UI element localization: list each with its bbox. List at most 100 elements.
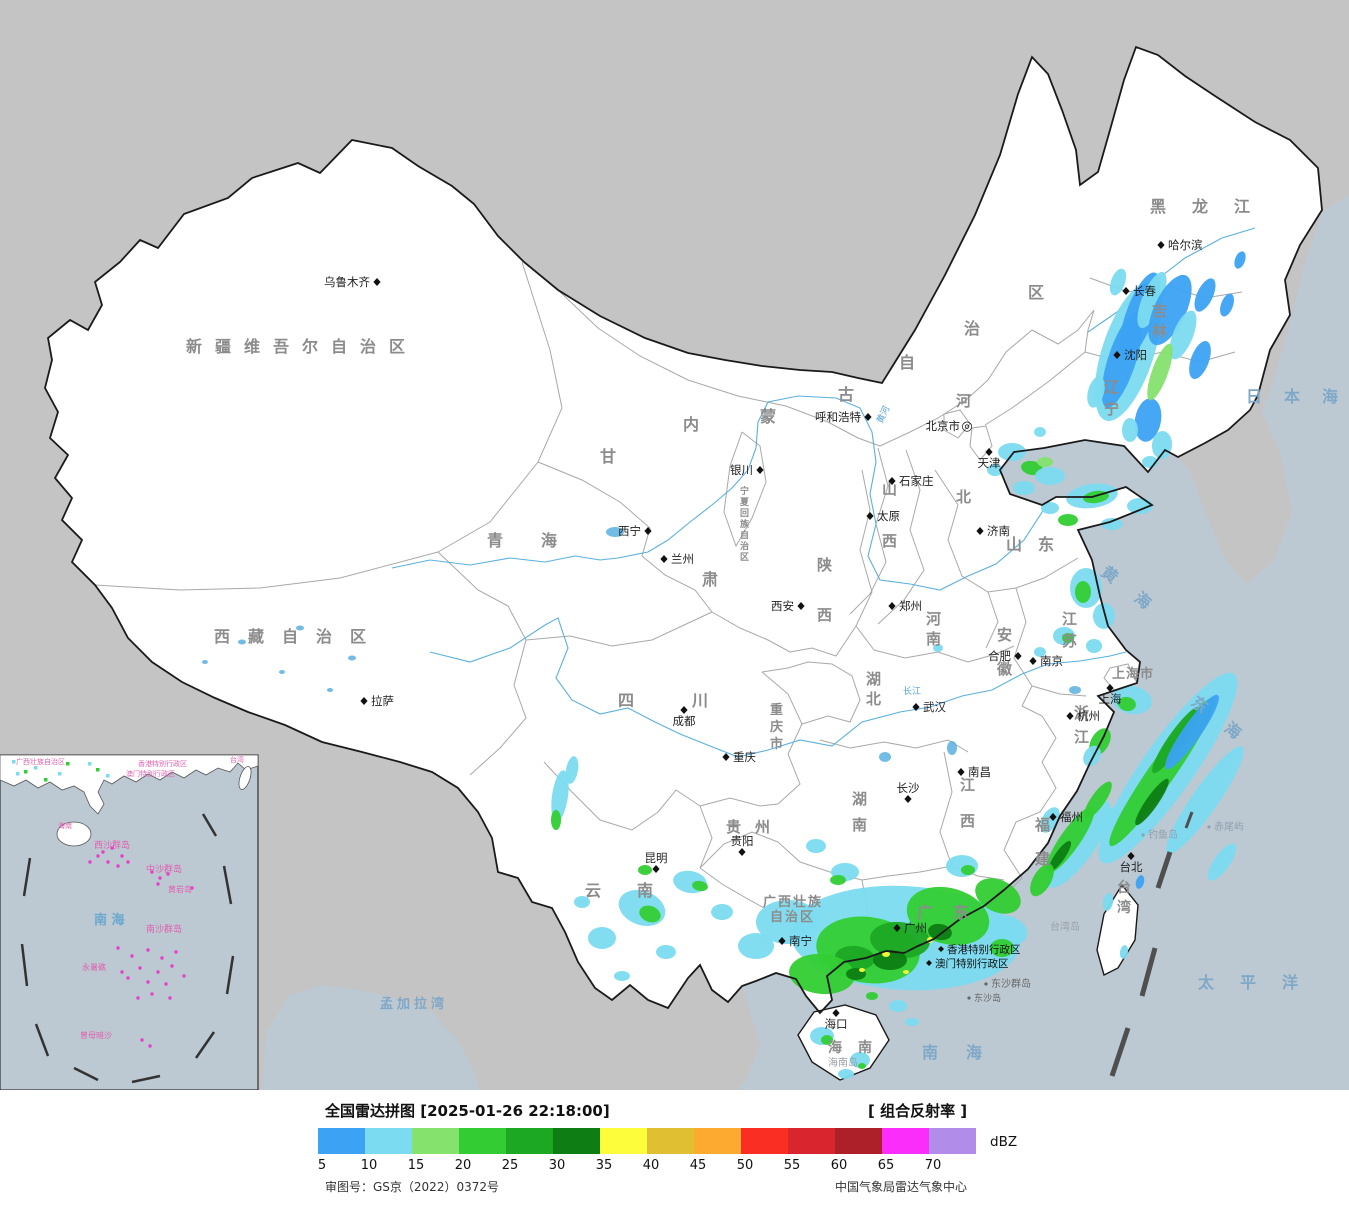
city-label: 南昌 bbox=[968, 765, 991, 779]
radar-echo bbox=[933, 644, 943, 652]
radar-echo bbox=[870, 921, 930, 959]
city-marker bbox=[888, 477, 896, 485]
city-label: 银川 bbox=[730, 463, 753, 477]
city-label: 福州 bbox=[1060, 810, 1083, 824]
inset-echo-speck bbox=[66, 762, 70, 766]
legend-tick: 35 bbox=[595, 1158, 613, 1173]
radar-echo bbox=[551, 770, 569, 822]
legend-tick: 15 bbox=[407, 1158, 425, 1173]
radar-echo bbox=[1102, 893, 1114, 911]
province-label: 山西 bbox=[882, 480, 897, 550]
inset-island-dot bbox=[166, 872, 170, 876]
city-marker bbox=[864, 413, 872, 421]
city-marker bbox=[938, 946, 944, 952]
inset-hainan bbox=[56, 821, 92, 847]
city-marker bbox=[912, 703, 920, 711]
legend-color-60 bbox=[835, 1128, 882, 1154]
city-marker bbox=[832, 1009, 840, 1017]
legend-color-15 bbox=[412, 1128, 459, 1154]
province-label: 古 bbox=[838, 385, 854, 404]
radar-echo bbox=[614, 971, 630, 981]
inset-label: 南沙群岛 bbox=[146, 923, 182, 935]
province-label: 宁夏回族自治区 bbox=[739, 485, 750, 563]
city-label: 杭州 bbox=[1077, 709, 1100, 723]
inset-island-dot bbox=[116, 946, 120, 950]
inset-label: 中沙群岛 bbox=[146, 863, 182, 875]
city-marker bbox=[1106, 684, 1114, 692]
inset-island-dot bbox=[174, 950, 178, 954]
city-marker bbox=[360, 697, 368, 705]
island-label: 东沙岛 bbox=[974, 992, 1001, 1004]
inset-island-dot bbox=[116, 864, 120, 868]
city-label: 昆明 bbox=[645, 851, 668, 865]
inset-island-dot bbox=[136, 996, 140, 1000]
inset-echo-speck bbox=[34, 766, 38, 770]
inset-label: 西沙群岛 bbox=[94, 839, 130, 851]
inset-mainland bbox=[0, 754, 259, 815]
inset-label: 澳门特别行政区 bbox=[126, 769, 175, 778]
legend-tick: 30 bbox=[548, 1158, 566, 1173]
province-label: 广西壮族 bbox=[763, 894, 823, 910]
city-label: 拉萨 bbox=[371, 694, 394, 708]
inset-island-dot bbox=[158, 876, 162, 880]
inset-island-dot bbox=[160, 956, 164, 960]
inset-island-dot bbox=[106, 860, 110, 864]
city-marker bbox=[957, 768, 965, 776]
inset-island-dot bbox=[96, 854, 100, 858]
boundary-dash-marks bbox=[1109, 811, 1194, 1077]
city-marker bbox=[756, 466, 764, 474]
province-label: 西藏自治区 bbox=[214, 627, 384, 646]
city-label: 合肥 bbox=[988, 649, 1011, 663]
city-label: 呼和浩特 bbox=[815, 410, 861, 424]
sea-label: 日本海 bbox=[1246, 387, 1349, 406]
legend-color-65 bbox=[882, 1128, 929, 1154]
island-label: 钓鱼岛 bbox=[1148, 828, 1178, 841]
radar-echo bbox=[1084, 781, 1112, 819]
radar-echo bbox=[1034, 427, 1046, 437]
city-marker bbox=[888, 602, 896, 610]
radar-echo bbox=[928, 923, 952, 941]
credit-label: 中国气象局雷达气象中心 bbox=[835, 1180, 968, 1194]
legend-tick: 65 bbox=[877, 1158, 895, 1173]
city-marker bbox=[1029, 657, 1037, 665]
inset-island-dot bbox=[120, 854, 124, 858]
radar-echo bbox=[990, 939, 1014, 957]
inset-island-dot bbox=[170, 964, 174, 968]
taiwan-island bbox=[1096, 883, 1139, 977]
radar-echo bbox=[1135, 778, 1169, 826]
radar-echo bbox=[1220, 293, 1234, 317]
radar-echo bbox=[1035, 467, 1065, 485]
city-label: 重庆 bbox=[733, 750, 756, 764]
city-label: 广州 bbox=[904, 921, 927, 935]
city-label: 乌鲁木齐 bbox=[324, 275, 370, 289]
inset-echo-speck bbox=[96, 768, 100, 772]
radar-echo bbox=[1013, 481, 1035, 495]
city-marker bbox=[373, 278, 381, 286]
city-marker bbox=[1127, 852, 1135, 860]
province-label: 青海 bbox=[487, 531, 595, 550]
city-label: 沈阳 bbox=[1124, 348, 1147, 362]
province-label: 福建 bbox=[1034, 816, 1051, 868]
radar-echo bbox=[987, 464, 1003, 476]
city-marker bbox=[904, 795, 912, 803]
inset-label: 香港特别行政区 bbox=[138, 759, 187, 768]
province-label: 甘 bbox=[600, 447, 616, 466]
inset-island-dot bbox=[148, 1044, 152, 1048]
inset-echo-speck bbox=[16, 772, 20, 776]
city-label: 济南 bbox=[987, 524, 1010, 538]
legend-tick: 45 bbox=[689, 1158, 707, 1173]
city-label: 西安 bbox=[771, 599, 794, 613]
province-label: 四川 bbox=[618, 691, 766, 710]
legend-color-70 bbox=[929, 1128, 976, 1154]
radar-echo bbox=[1034, 647, 1046, 657]
city-label: 台北 bbox=[1120, 860, 1143, 874]
city-label: 西宁 bbox=[618, 524, 641, 538]
inset-taiwan bbox=[238, 766, 252, 790]
radar-echo bbox=[1165, 694, 1219, 770]
province-label: 湖北 bbox=[866, 670, 881, 708]
product-label: [ 组合反射率 ] bbox=[868, 1102, 968, 1120]
